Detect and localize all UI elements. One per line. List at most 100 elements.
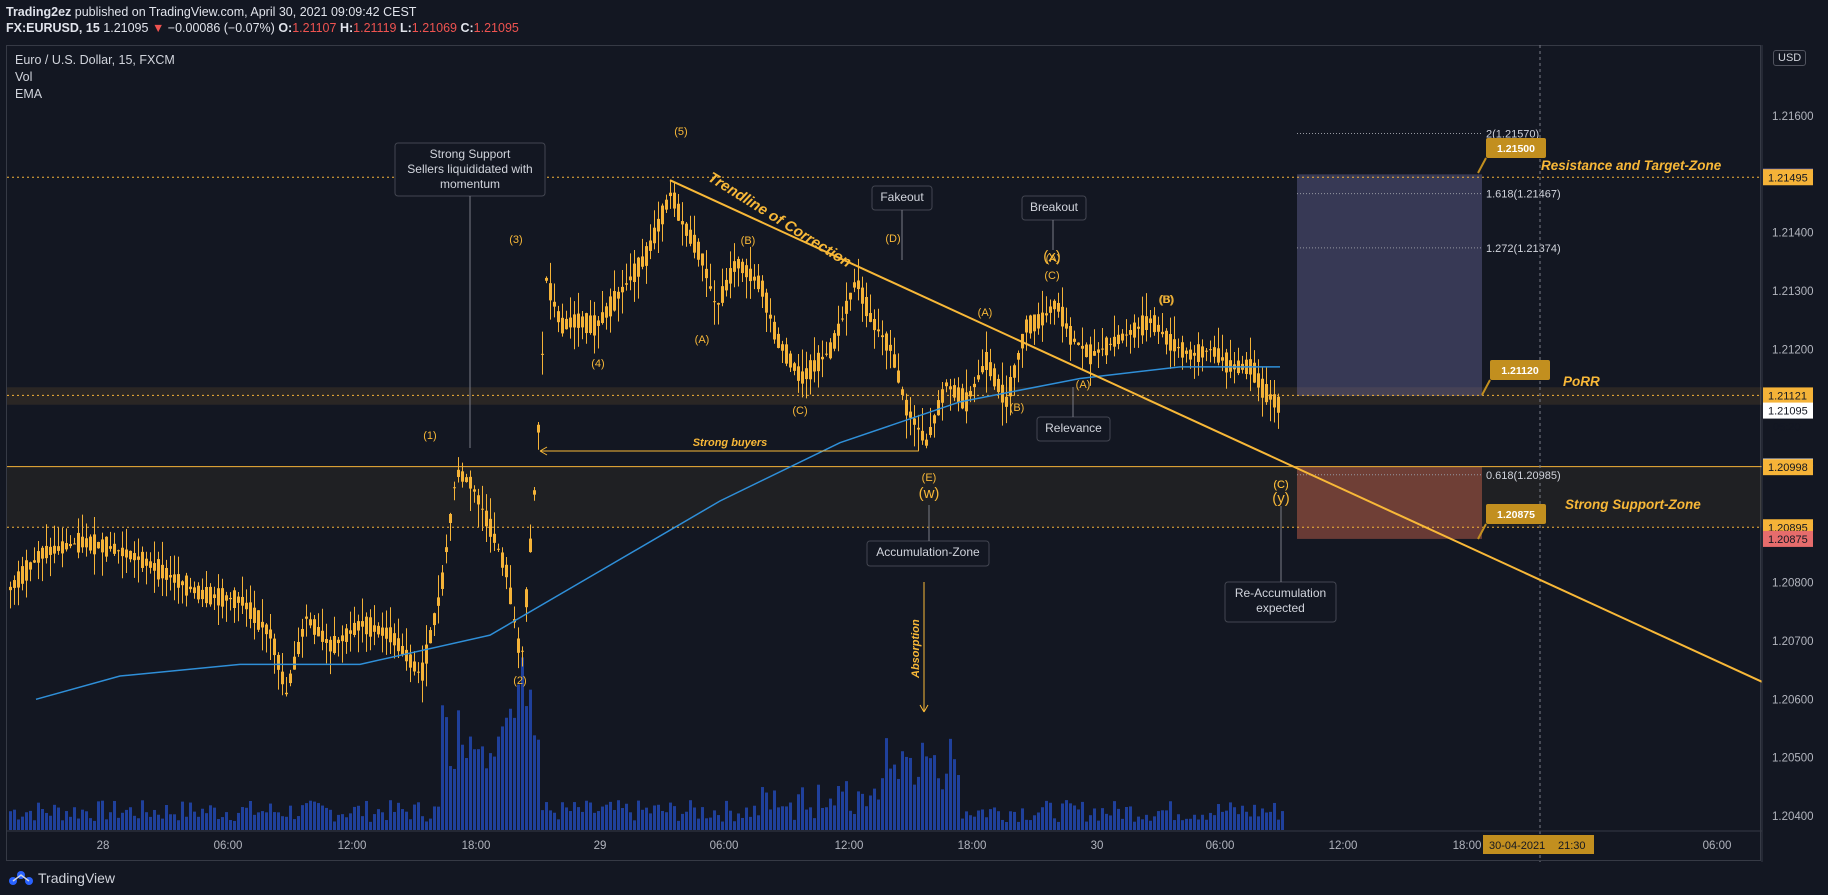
wave-label: (A): [978, 307, 993, 319]
candle-body: [753, 276, 756, 281]
price-tag-bg: [1763, 530, 1813, 547]
volume-bar: [873, 788, 876, 830]
candle-body: [733, 261, 736, 272]
volume-bar: [229, 820, 232, 830]
price-tag-label: 1.21095: [1768, 406, 1808, 418]
candle-body: [49, 546, 52, 555]
target-callout-label: 1.21500: [1497, 143, 1535, 155]
candle-body: [85, 538, 88, 548]
brand-name: TradingView: [38, 870, 116, 886]
volume-bar: [433, 806, 436, 830]
candle-body: [1161, 331, 1164, 335]
candle-body: [333, 635, 336, 654]
candle-body: [73, 543, 76, 545]
y-tick-label: 1.21600: [1772, 111, 1814, 123]
volume-bar: [1149, 820, 1152, 830]
wave-label: (E): [922, 472, 937, 484]
arrow-head-icon: [919, 704, 929, 713]
candle-body: [1081, 345, 1084, 349]
candle-body: [1257, 373, 1260, 388]
volume-bar: [685, 811, 688, 830]
volume-bar: [1205, 819, 1208, 830]
candle-body: [921, 430, 924, 441]
volume-bar: [1265, 812, 1268, 830]
candle-body: [809, 360, 812, 380]
volume-bar: [1109, 815, 1112, 830]
volume-bar: [409, 819, 412, 830]
x-tick-label: 06:00: [214, 840, 243, 852]
volume-bar: [157, 814, 160, 830]
candle-body: [89, 536, 92, 551]
volume-bar: [277, 812, 280, 830]
volume-bar: [829, 798, 832, 830]
legend-volume[interactable]: Vol: [15, 70, 33, 84]
volume-bar: [833, 805, 836, 830]
volume-bar: [457, 710, 460, 830]
entry-callout-bg: [1490, 360, 1550, 380]
author-name[interactable]: Trading2ez: [6, 5, 72, 19]
volume-bar: [885, 738, 888, 830]
legend-ema[interactable]: EMA: [15, 87, 43, 101]
volume-bar: [985, 817, 988, 830]
volume-bar: [385, 820, 388, 830]
candle-body: [641, 256, 644, 267]
close-label: C:: [460, 21, 474, 35]
currency-button[interactable]: USD: [1773, 50, 1807, 66]
candle-body: [769, 314, 772, 319]
volume-bar: [345, 817, 348, 830]
candle-body: [409, 654, 412, 668]
volume-bar: [1037, 812, 1040, 830]
low-value: 1.21069: [411, 21, 457, 35]
candle-body: [597, 320, 600, 326]
candle-body: [393, 633, 396, 646]
volume-bar: [753, 805, 756, 830]
wave-label: (4): [591, 358, 604, 370]
candle-body: [29, 562, 32, 570]
legend-title[interactable]: Euro / U.S. Dollar, 15, FXCM: [15, 53, 175, 67]
candle-body: [645, 246, 648, 266]
candle-body: [177, 574, 180, 588]
volume-bar: [425, 821, 428, 830]
volume-bar: [537, 739, 540, 830]
candle-body: [709, 286, 712, 289]
volume-bar: [509, 708, 512, 830]
candle-body: [389, 627, 392, 643]
x-tick-label: 06:00: [710, 840, 739, 852]
volume-bar: [377, 809, 380, 830]
candle-body: [573, 314, 576, 328]
candle-body: [1093, 351, 1096, 356]
candle-body: [1145, 316, 1148, 331]
candle-body: [129, 550, 132, 560]
stop-zone-box: [1297, 466, 1482, 539]
chart-frame[interactable]: [6, 45, 1761, 861]
volume-bar: [1221, 811, 1224, 830]
candle-body: [1177, 346, 1180, 349]
candle-body: [281, 671, 284, 685]
volume-bar: [1113, 801, 1116, 830]
volume-bar: [321, 805, 324, 830]
candle-body: [785, 344, 788, 364]
candle-body: [1037, 314, 1040, 329]
volume-bar: [981, 809, 984, 830]
volume-bar: [761, 787, 764, 830]
volume-bar: [1005, 821, 1008, 830]
volume-bar: [61, 820, 64, 830]
candle-body: [521, 650, 524, 652]
stop-callout-label: 1.20875: [1497, 509, 1535, 521]
wave-label: (1): [423, 430, 436, 442]
volume-bar: [1213, 815, 1216, 830]
candle-body: [65, 543, 68, 550]
candle-body: [969, 390, 972, 397]
candle-body: [677, 203, 680, 221]
candle-body: [1149, 318, 1152, 324]
candle-body: [673, 192, 676, 209]
volume-bar: [517, 684, 520, 830]
volume-bar: [17, 819, 20, 830]
volume-bar: [641, 809, 644, 830]
volume-bar: [473, 749, 476, 830]
volume-bar: [633, 820, 636, 830]
tradingview-logo[interactable]: TradingView: [8, 869, 115, 887]
volume-bar: [465, 758, 468, 830]
volume-bar: [1173, 820, 1176, 830]
